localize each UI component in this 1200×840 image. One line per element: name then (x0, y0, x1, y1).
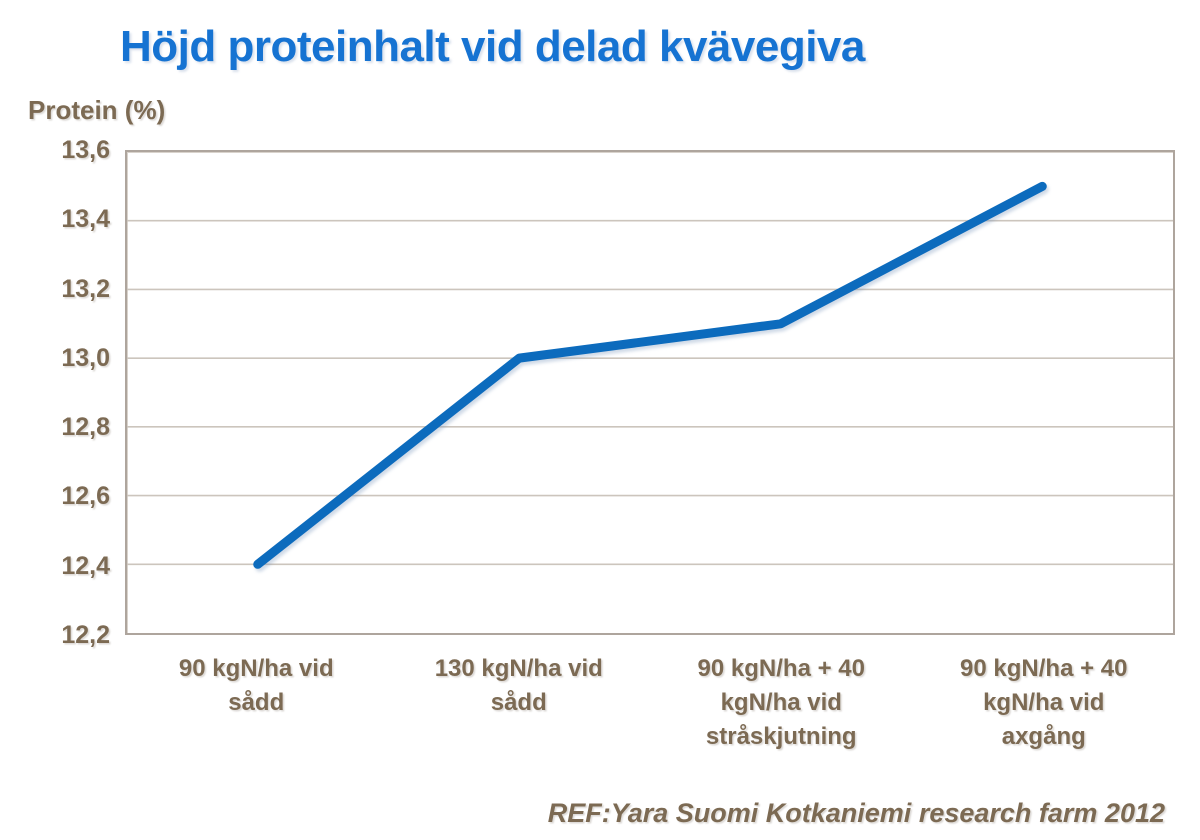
x-category-label-line: 90 kgN/ha + 40 (960, 655, 1128, 682)
y-tick-label: 12,6 (61, 482, 110, 511)
x-category-label: 90 kgN/ha + 40 kgN/ha vid axgång (913, 652, 1176, 754)
x-category-label-line: 90 kgN/ha vid (178, 655, 334, 682)
x-axis-labels: 90 kgN/ha vid sådd 130 kgN/ha vid sådd 90 kg… (125, 652, 1175, 754)
y-tick-label: 13,0 (61, 343, 110, 372)
x-category-label-line: kgN/ha vid (720, 689, 842, 716)
y-tick-label: 13,6 (61, 136, 110, 164)
x-category-label-line: axgång (1001, 723, 1086, 750)
x-category-label-line: kgN/ha vid (983, 689, 1105, 716)
y-axis-tick-labels: 13,6 13,4 13,2 13,0 12,8 12,6 12,4 12,2 (0, 134, 110, 651)
plot-area (125, 150, 1175, 635)
y-tick-label: 12,8 (61, 413, 110, 442)
y-axis-title: Protein (%) (28, 95, 166, 125)
x-category-label-line: sådd (490, 689, 547, 716)
x-category-label-line: sådd (228, 689, 285, 716)
line-chart-svg (127, 181, 1173, 569)
y-tick-label: 13,2 (61, 274, 110, 303)
reference-note: REF:Yara Suomi Kotkaniemi research farm … (547, 798, 1165, 828)
x-category-label-line: 130 kgN/ha vid (434, 655, 603, 682)
x-category-label: 90 kgN/ha + 40 kgN/ha vid stråskjutning (650, 652, 913, 754)
x-category-label-line: 90 kgN/ha + 40 (697, 655, 865, 682)
y-tick-label: 12,2 (61, 620, 110, 649)
chart-title: Höjd proteinhalt vid delad kvävegiva (120, 22, 865, 71)
y-tick-label: 13,4 (61, 205, 110, 234)
x-category-label: 130 kgN/ha vid sådd (388, 652, 651, 754)
x-category-label-line: stråskjutning (705, 723, 857, 750)
protein-series-line (253, 181, 1047, 569)
y-tick-label: 12,4 (61, 551, 110, 580)
x-category-label: 90 kgN/ha vid sådd (125, 652, 388, 754)
